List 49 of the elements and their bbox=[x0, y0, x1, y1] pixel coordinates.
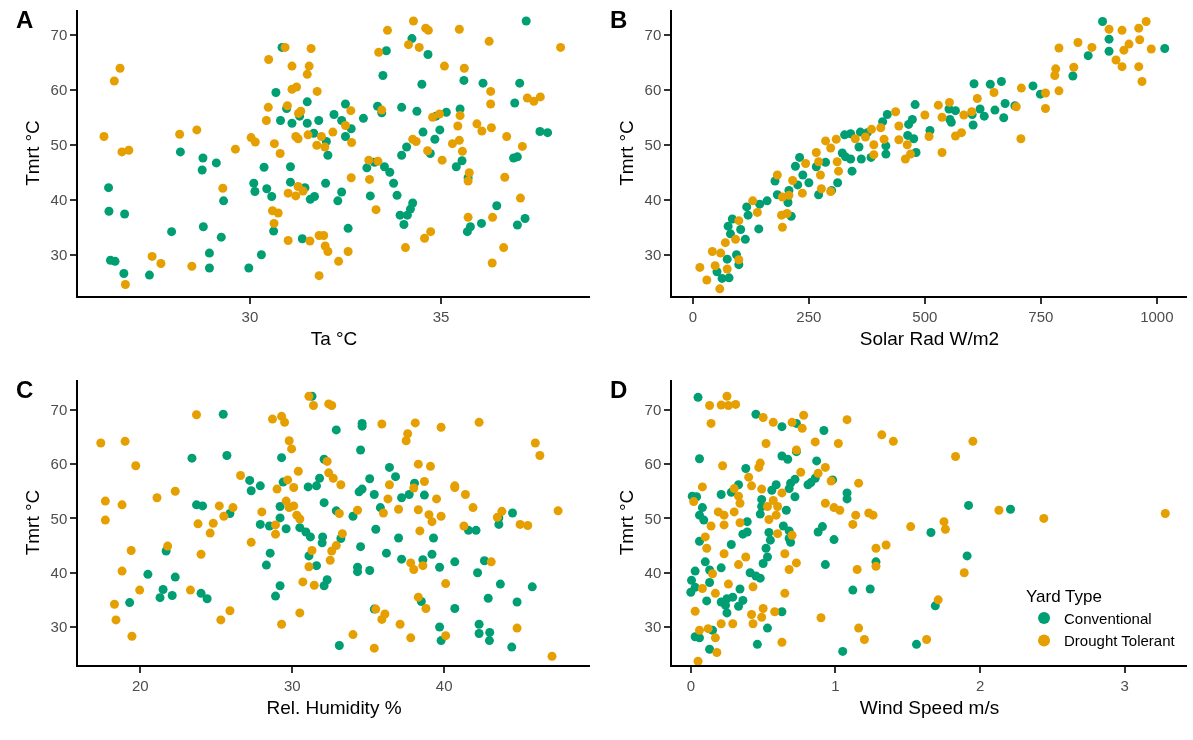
chart-title: B bbox=[610, 6, 628, 33]
x-tick-label: 2 bbox=[975, 676, 985, 694]
y-tick-label: 70 bbox=[50, 401, 68, 419]
y-axis-title: Tmrt °C bbox=[615, 120, 637, 186]
y-axis-title: Tmrt °C bbox=[615, 489, 637, 556]
legend-label: Conventional bbox=[1064, 609, 1152, 627]
x-tick-label: 1000 bbox=[1140, 307, 1174, 325]
y-tick-label: 70 bbox=[50, 26, 68, 43]
y-tick-label: 60 bbox=[50, 81, 68, 98]
y-tick-label: 50 bbox=[50, 509, 68, 527]
x-axis-title: Ta °C bbox=[310, 328, 358, 350]
y-tick-label: 40 bbox=[50, 191, 68, 208]
x-tick-label: 30 bbox=[283, 676, 301, 694]
y-tick-label: 40 bbox=[50, 563, 68, 581]
y-axis-title: Tmrt °C bbox=[21, 489, 43, 556]
x-tick-label: 0 bbox=[688, 307, 698, 325]
chart-title: A bbox=[16, 6, 34, 33]
x-tick-label: 250 bbox=[796, 307, 822, 325]
y-tick-label: 40 bbox=[644, 191, 662, 208]
y-axis-title: Tmrt °C bbox=[21, 120, 43, 186]
x-tick-label: 35 bbox=[432, 307, 450, 325]
y-tick-label: 30 bbox=[50, 618, 68, 636]
x-tick-label: 750 bbox=[1028, 307, 1054, 325]
y-tick-label: 30 bbox=[50, 246, 68, 263]
x-tick-label: 0 bbox=[686, 676, 695, 694]
x-tick-label: 1 bbox=[831, 676, 840, 694]
x-tick-label: 30 bbox=[241, 307, 259, 325]
y-tick-label: 50 bbox=[50, 136, 68, 153]
x-tick-label: 3 bbox=[1120, 676, 1129, 694]
y-tick-label: 70 bbox=[644, 401, 662, 419]
y-tick-label: 60 bbox=[644, 81, 662, 98]
y-tick-label: 40 bbox=[644, 563, 662, 581]
y-tick-label: 60 bbox=[644, 455, 662, 473]
legend-label: Drought Tolerant bbox=[1064, 632, 1176, 650]
y-tick-label: 30 bbox=[644, 246, 662, 263]
x-tick-label: 40 bbox=[435, 676, 453, 694]
y-tick-label: 60 bbox=[50, 455, 68, 473]
chart-title: C bbox=[16, 376, 34, 403]
x-tick-label: 500 bbox=[912, 307, 938, 325]
x-tick-label: 20 bbox=[131, 676, 149, 694]
x-axis-title: Solar Rad W/m2 bbox=[859, 328, 1000, 350]
y-tick-label: 50 bbox=[644, 509, 662, 527]
y-tick-label: 70 bbox=[644, 26, 662, 43]
x-axis-title: Wind Speed m/s bbox=[859, 697, 1000, 719]
y-tick-label: 30 bbox=[644, 618, 662, 636]
y-tick-label: 50 bbox=[644, 136, 662, 153]
x-axis-title: Rel. Humidity % bbox=[266, 697, 402, 719]
legend-title: Yard Type bbox=[1026, 586, 1102, 606]
chart-title: D bbox=[610, 376, 628, 403]
